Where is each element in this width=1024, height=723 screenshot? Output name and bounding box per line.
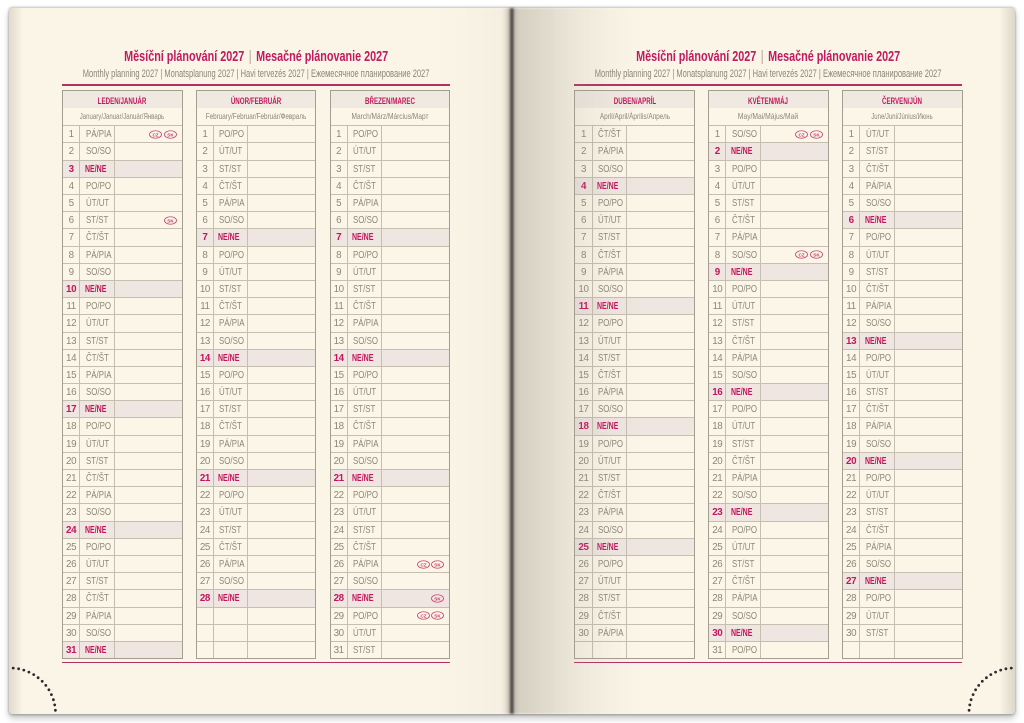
svg-text:SK: SK [167, 218, 174, 223]
svg-text:SK: SK [434, 613, 441, 618]
svg-text:CZ: CZ [799, 252, 805, 257]
svg-text:SK: SK [813, 252, 820, 257]
svg-text:CZ: CZ [420, 613, 426, 618]
svg-text:SK: SK [813, 132, 820, 137]
svg-text:SK: SK [167, 132, 174, 137]
svg-text:CZ: CZ [153, 132, 159, 137]
svg-text:SK: SK [434, 596, 441, 601]
svg-text:CZ: CZ [420, 562, 426, 567]
svg-text:SK: SK [434, 562, 441, 567]
svg-text:CZ: CZ [799, 132, 805, 137]
